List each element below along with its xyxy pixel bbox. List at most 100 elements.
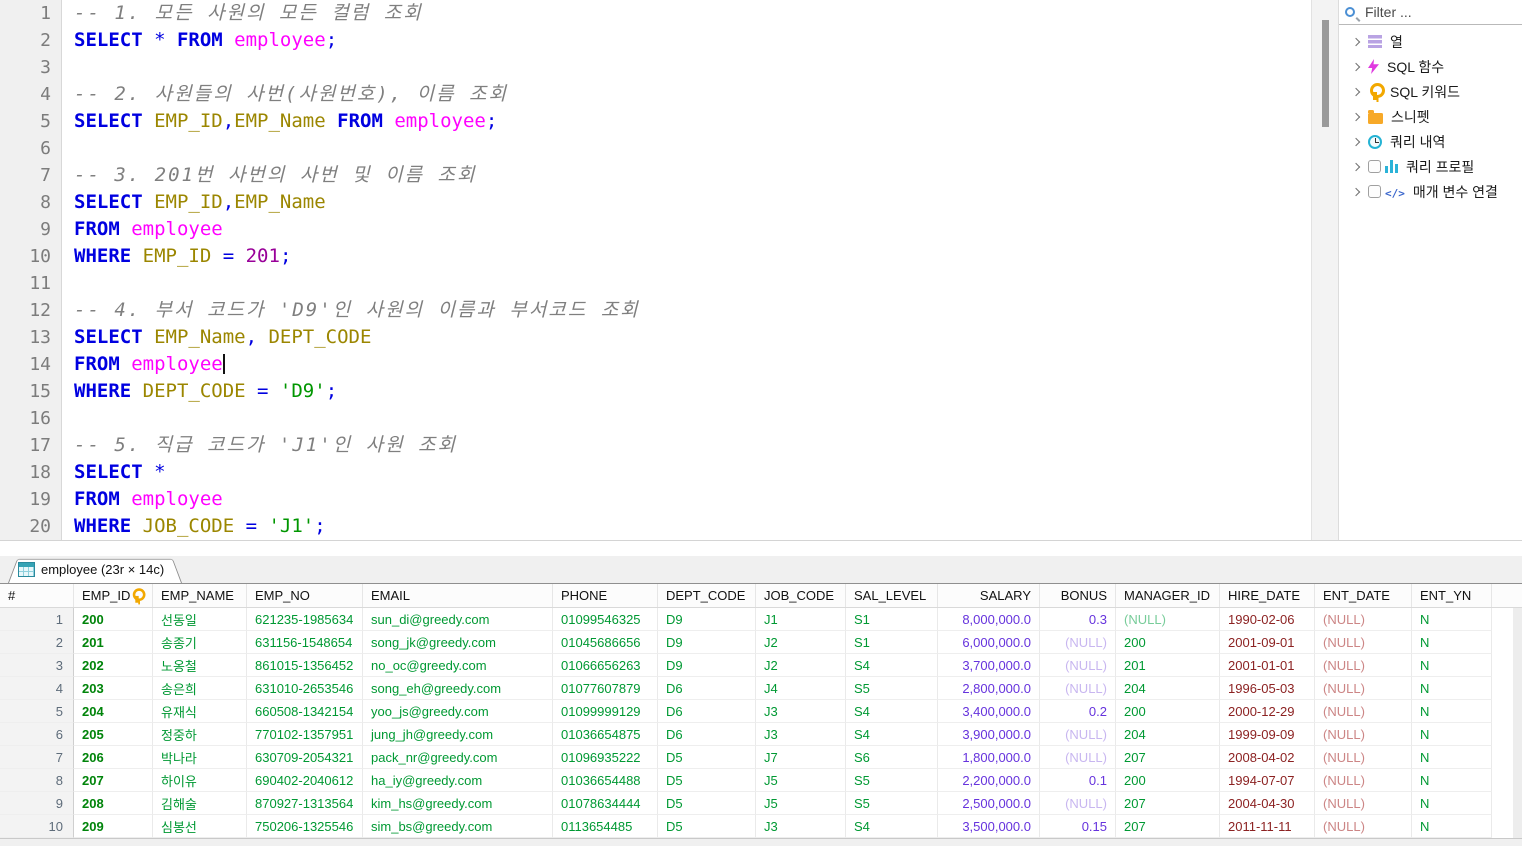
table-cell[interactable]: N [1412, 700, 1492, 723]
table-cell[interactable]: (NULL) [1315, 608, 1412, 631]
table-cell[interactable]: N [1412, 608, 1492, 631]
sidebar-item[interactable]: 매개 변수 연결 [1339, 179, 1522, 204]
table-cell[interactable]: D5 [658, 792, 756, 815]
column-header[interactable]: EMP_NO [247, 584, 363, 607]
table-cell[interactable]: D5 [658, 746, 756, 769]
table-cell[interactable]: 01066656263 [553, 654, 658, 677]
chevron-right-icon[interactable] [1351, 162, 1361, 171]
table-cell[interactable]: song_jk@greedy.com [363, 631, 553, 654]
table-cell[interactable]: 690402-2040612 [247, 769, 363, 792]
table-cell[interactable]: 1996-05-03 [1220, 677, 1315, 700]
table-cell[interactable]: (NULL) [1315, 769, 1412, 792]
table-cell[interactable]: N [1412, 769, 1492, 792]
table-cell[interactable]: (NULL) [1315, 631, 1412, 654]
table-cell[interactable]: song_eh@greedy.com [363, 677, 553, 700]
table-cell[interactable]: sim_bs@greedy.com [363, 815, 553, 838]
table-cell[interactable]: 2,800,000.0 [938, 677, 1040, 700]
table-cell[interactable]: jung_jh@greedy.com [363, 723, 553, 746]
table-cell[interactable]: S5 [846, 769, 938, 792]
column-header[interactable]: EMP_ID [74, 584, 153, 607]
table-cell[interactable]: 6,000,000.0 [938, 631, 1040, 654]
table-cell[interactable]: 01036654875 [553, 723, 658, 746]
filter-input[interactable]: Filter ... [1339, 0, 1522, 25]
table-cell[interactable]: S4 [846, 723, 938, 746]
table-cell[interactable]: 207 [1116, 815, 1220, 838]
table-cell[interactable]: D5 [658, 815, 756, 838]
table-cell[interactable]: 2,200,000.0 [938, 769, 1040, 792]
table-cell[interactable]: 선동일 [153, 608, 247, 631]
editor-scrollbar[interactable] [1311, 0, 1338, 540]
table-row[interactable]: 3 202 노옹철 861015-1356452 no_oc@greedy.com 010… [0, 654, 1522, 677]
table-row[interactable]: 6 205 정중하 770102-1357951 jung_jh@greedy.com 0… [0, 723, 1522, 746]
column-header[interactable]: ENT_DATE [1315, 584, 1412, 607]
table-cell[interactable]: 203 [74, 677, 153, 700]
table-cell[interactable]: 송은희 [153, 677, 247, 700]
table-cell[interactable]: 2,500,000.0 [938, 792, 1040, 815]
table-cell[interactable]: 770102-1357951 [247, 723, 363, 746]
table-cell[interactable]: (NULL) [1040, 654, 1116, 677]
column-header[interactable]: PHONE [553, 584, 658, 607]
table-cell[interactable]: S4 [846, 815, 938, 838]
table-cell[interactable]: 송종기 [153, 631, 247, 654]
column-header[interactable]: HIRE_DATE [1220, 584, 1315, 607]
table-row[interactable]: 1 200 선동일 621235-1985634 sun_di@greedy.com 01… [0, 608, 1522, 631]
table-cell[interactable]: S4 [846, 700, 938, 723]
table-cell[interactable]: D6 [658, 700, 756, 723]
table-cell[interactable]: N [1412, 792, 1492, 815]
table-cell[interactable]: 208 [74, 792, 153, 815]
table-cell[interactable]: S1 [846, 631, 938, 654]
table-cell[interactable]: J7 [756, 746, 846, 769]
editor-scrollbar-thumb[interactable] [1322, 20, 1329, 127]
table-cell[interactable]: 660508-1342154 [247, 700, 363, 723]
chevron-right-icon[interactable] [1351, 112, 1361, 121]
table-cell[interactable]: 2004-04-30 [1220, 792, 1315, 815]
table-cell[interactable]: 207 [74, 769, 153, 792]
grid-vertical-scrollbar[interactable] [1513, 608, 1522, 838]
table-cell[interactable]: 심봉선 [153, 815, 247, 838]
table-cell[interactable]: (NULL) [1315, 815, 1412, 838]
table-cell[interactable]: (NULL) [1040, 746, 1116, 769]
table-cell[interactable]: D9 [658, 631, 756, 654]
table-cell[interactable]: 박나라 [153, 746, 247, 769]
table-cell[interactable]: 1990-02-06 [1220, 608, 1315, 631]
table-cell[interactable]: (NULL) [1315, 792, 1412, 815]
table-cell[interactable]: 201 [74, 631, 153, 654]
table-cell[interactable]: S1 [846, 608, 938, 631]
table-cell[interactable]: 204 [1116, 723, 1220, 746]
chevron-right-icon[interactable] [1351, 62, 1361, 71]
table-row[interactable]: 4 203 송은희 631010-2653546 song_eh@greedy.com 0… [0, 677, 1522, 700]
table-cell[interactable]: 01077607879 [553, 677, 658, 700]
column-header[interactable]: SALARY [938, 584, 1040, 607]
table-row[interactable]: 10 209 심봉선 750206-1325546 sim_bs@greedy.com 0… [0, 815, 1522, 838]
table-cell[interactable]: ha_iy@greedy.com [363, 769, 553, 792]
sidebar-item[interactable]: 쿼리 프로필 [1339, 154, 1522, 179]
column-header[interactable]: # [0, 584, 74, 607]
table-cell[interactable]: 01078634444 [553, 792, 658, 815]
table-cell[interactable]: 2001-09-01 [1220, 631, 1315, 654]
table-cell[interactable]: 2011-11-11 [1220, 815, 1315, 838]
chevron-right-icon[interactable] [1351, 137, 1361, 146]
table-cell[interactable]: 1,800,000.0 [938, 746, 1040, 769]
table-cell[interactable]: 630709-2054321 [247, 746, 363, 769]
table-cell[interactable]: (NULL) [1315, 746, 1412, 769]
table-cell[interactable]: 01036654488 [553, 769, 658, 792]
table-cell[interactable]: 3,900,000.0 [938, 723, 1040, 746]
sidebar-item[interactable]: 스니펫 [1339, 104, 1522, 129]
table-cell[interactable]: J1 [756, 608, 846, 631]
table-cell[interactable]: N [1412, 631, 1492, 654]
table-cell[interactable]: (NULL) [1040, 723, 1116, 746]
table-row[interactable]: 9 208 김해술 870927-1313564 kim_hs@greedy.com 01… [0, 792, 1522, 815]
table-cell[interactable]: kim_hs@greedy.com [363, 792, 553, 815]
table-cell[interactable]: J5 [756, 769, 846, 792]
table-cell[interactable]: J2 [756, 631, 846, 654]
table-cell[interactable]: 김해술 [153, 792, 247, 815]
table-cell[interactable]: 01099999129 [553, 700, 658, 723]
table-cell[interactable]: 정중하 [153, 723, 247, 746]
chevron-right-icon[interactable] [1351, 37, 1361, 46]
table-cell[interactable]: 207 [1116, 792, 1220, 815]
table-cell[interactable]: S6 [846, 746, 938, 769]
table-row[interactable]: 5 204 유재식 660508-1342154 yoo_js@greedy.com 01… [0, 700, 1522, 723]
table-cell[interactable]: 2008-04-02 [1220, 746, 1315, 769]
table-cell[interactable]: 3,400,000.0 [938, 700, 1040, 723]
table-row[interactable]: 8 207 하이유 690402-2040612 ha_iy@greedy.com 010… [0, 769, 1522, 792]
